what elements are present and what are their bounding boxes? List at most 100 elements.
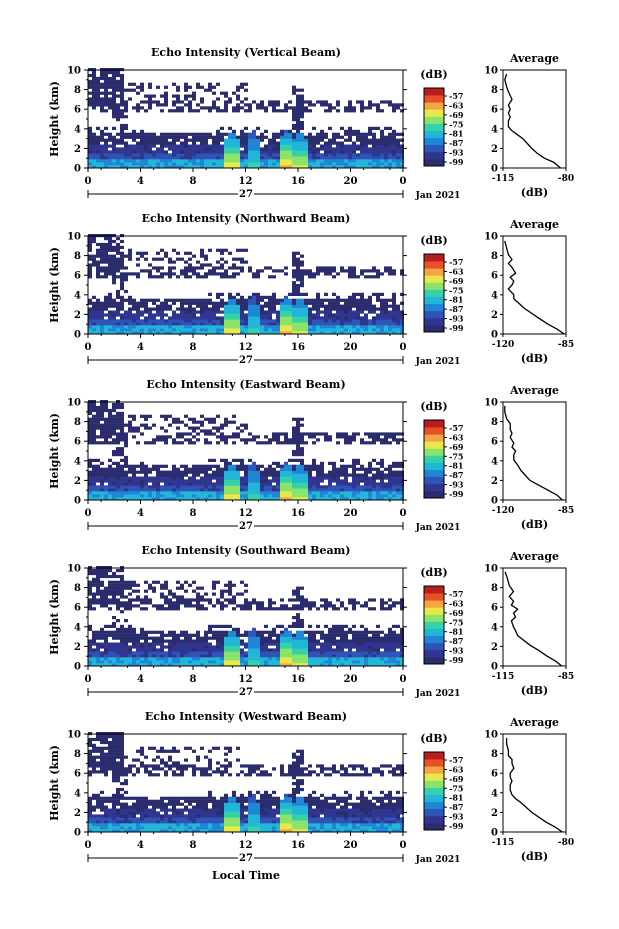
heatmap-cell bbox=[180, 156, 184, 160]
heatmap-cell bbox=[156, 304, 160, 308]
heatmap-cell bbox=[124, 642, 128, 646]
heatmap-cell bbox=[152, 494, 156, 498]
heatmap-cell bbox=[316, 165, 320, 169]
heatmap-cell bbox=[352, 141, 356, 145]
heatmap-cell bbox=[108, 420, 112, 424]
heatmap-cell bbox=[224, 248, 228, 252]
heatmap-cell bbox=[264, 153, 268, 157]
heatmap-cell bbox=[128, 485, 132, 489]
heatmap-cell bbox=[280, 153, 284, 157]
heatmap-cell bbox=[292, 257, 296, 261]
heatmap-cell bbox=[120, 403, 124, 407]
heatmap-cell bbox=[372, 319, 376, 323]
heatmap-cell bbox=[344, 129, 348, 133]
heatmap-cell bbox=[212, 464, 216, 468]
heatmap-cell bbox=[104, 82, 108, 86]
heatmap-cell bbox=[232, 266, 236, 270]
heatmap-cell bbox=[236, 482, 240, 486]
heatmap-cell bbox=[344, 331, 348, 335]
heatmap-cell bbox=[256, 491, 260, 495]
heatmap-cell bbox=[100, 275, 104, 279]
heatmap-cell bbox=[384, 497, 388, 501]
heatmap-cell bbox=[336, 103, 340, 107]
heatmap-cell bbox=[280, 467, 284, 471]
heatmap-cell bbox=[120, 251, 124, 255]
heatmap-cell bbox=[180, 648, 184, 652]
heatmap-cell bbox=[96, 636, 100, 640]
heatmap-cell bbox=[268, 298, 272, 302]
heatmap-cell bbox=[248, 654, 252, 658]
heatmap-cell bbox=[176, 482, 180, 486]
heatmap-cell bbox=[108, 574, 112, 579]
heatmap-cell bbox=[184, 464, 188, 468]
heatmap-cell bbox=[192, 464, 196, 468]
colorbar-tick-label: -75 bbox=[449, 285, 463, 295]
heatmap-cell bbox=[392, 485, 396, 489]
heatmap-cell bbox=[264, 310, 268, 314]
heatmap-cell bbox=[220, 153, 224, 157]
heatmap-cell bbox=[220, 301, 224, 305]
heatmap-cell bbox=[368, 331, 372, 335]
heatmap-cell bbox=[112, 657, 116, 661]
heatmap-cell bbox=[100, 494, 104, 498]
heatmap-cell bbox=[296, 304, 300, 308]
heatmap-cell bbox=[200, 165, 204, 169]
heatmap-cell bbox=[272, 144, 276, 148]
heatmap-cell bbox=[124, 162, 128, 166]
heatmap-cell bbox=[96, 88, 100, 92]
heatmap-cell bbox=[100, 627, 104, 631]
heatmap-cell bbox=[204, 263, 208, 267]
heatmap-cell bbox=[220, 325, 224, 329]
average-profile-line bbox=[504, 405, 563, 501]
heatmap-cell bbox=[208, 156, 212, 160]
heatmap-cell bbox=[160, 144, 164, 148]
heatmap-cell bbox=[396, 141, 400, 145]
heatmap-cell bbox=[136, 485, 140, 489]
heatmap-cell bbox=[200, 328, 204, 332]
heatmap-cell bbox=[240, 488, 244, 492]
heatmap-cell bbox=[132, 106, 136, 110]
heatmap-cell bbox=[192, 269, 196, 273]
heatmap-cell bbox=[376, 103, 380, 107]
heatmap-cell bbox=[208, 319, 212, 323]
heatmap-cell bbox=[360, 438, 364, 442]
heatmap-cell bbox=[336, 313, 340, 317]
heatmap-cell bbox=[216, 328, 220, 332]
heatmap-cell bbox=[164, 607, 168, 611]
heatmap-cell bbox=[292, 441, 296, 445]
heatmap-cell bbox=[96, 85, 100, 89]
heatmap-cell bbox=[292, 301, 296, 305]
colorbar-segment bbox=[424, 130, 444, 139]
heatmap-cell bbox=[304, 269, 308, 273]
heatmap-cell bbox=[344, 304, 348, 308]
heatmap-cell bbox=[100, 82, 104, 86]
heatmap-cell bbox=[148, 476, 152, 480]
heatmap-cell bbox=[392, 272, 396, 276]
heatmap-cell bbox=[108, 328, 112, 332]
heatmap-cell bbox=[96, 497, 100, 501]
heatmap-cell bbox=[108, 165, 112, 169]
heatmap-cell bbox=[344, 494, 348, 498]
heatmap-cell bbox=[268, 497, 272, 501]
heatmap-cell bbox=[156, 162, 160, 166]
heatmap-cell bbox=[224, 482, 228, 486]
heatmap-cell bbox=[312, 275, 316, 279]
heatmap-cell bbox=[380, 464, 384, 468]
heatmap-cell bbox=[220, 126, 224, 130]
heatmap-cell bbox=[312, 144, 316, 148]
heatmap-cell bbox=[304, 138, 308, 142]
heatmap-cell bbox=[336, 304, 340, 308]
heatmap-cell bbox=[220, 331, 224, 335]
heatmap-cell bbox=[132, 473, 136, 477]
heatmap-cell bbox=[304, 141, 308, 145]
heatmap-cell bbox=[260, 135, 264, 139]
heatmap-cell bbox=[316, 438, 320, 442]
heatmap-cell bbox=[308, 485, 312, 489]
heatmap-cell bbox=[92, 260, 96, 264]
heatmap-cell bbox=[296, 464, 300, 468]
heatmap-cell bbox=[136, 470, 140, 474]
heatmap-cell bbox=[172, 473, 176, 477]
heatmap-cell bbox=[112, 485, 116, 489]
heatmap-cell bbox=[216, 301, 220, 305]
heatmap-cell bbox=[180, 257, 184, 261]
